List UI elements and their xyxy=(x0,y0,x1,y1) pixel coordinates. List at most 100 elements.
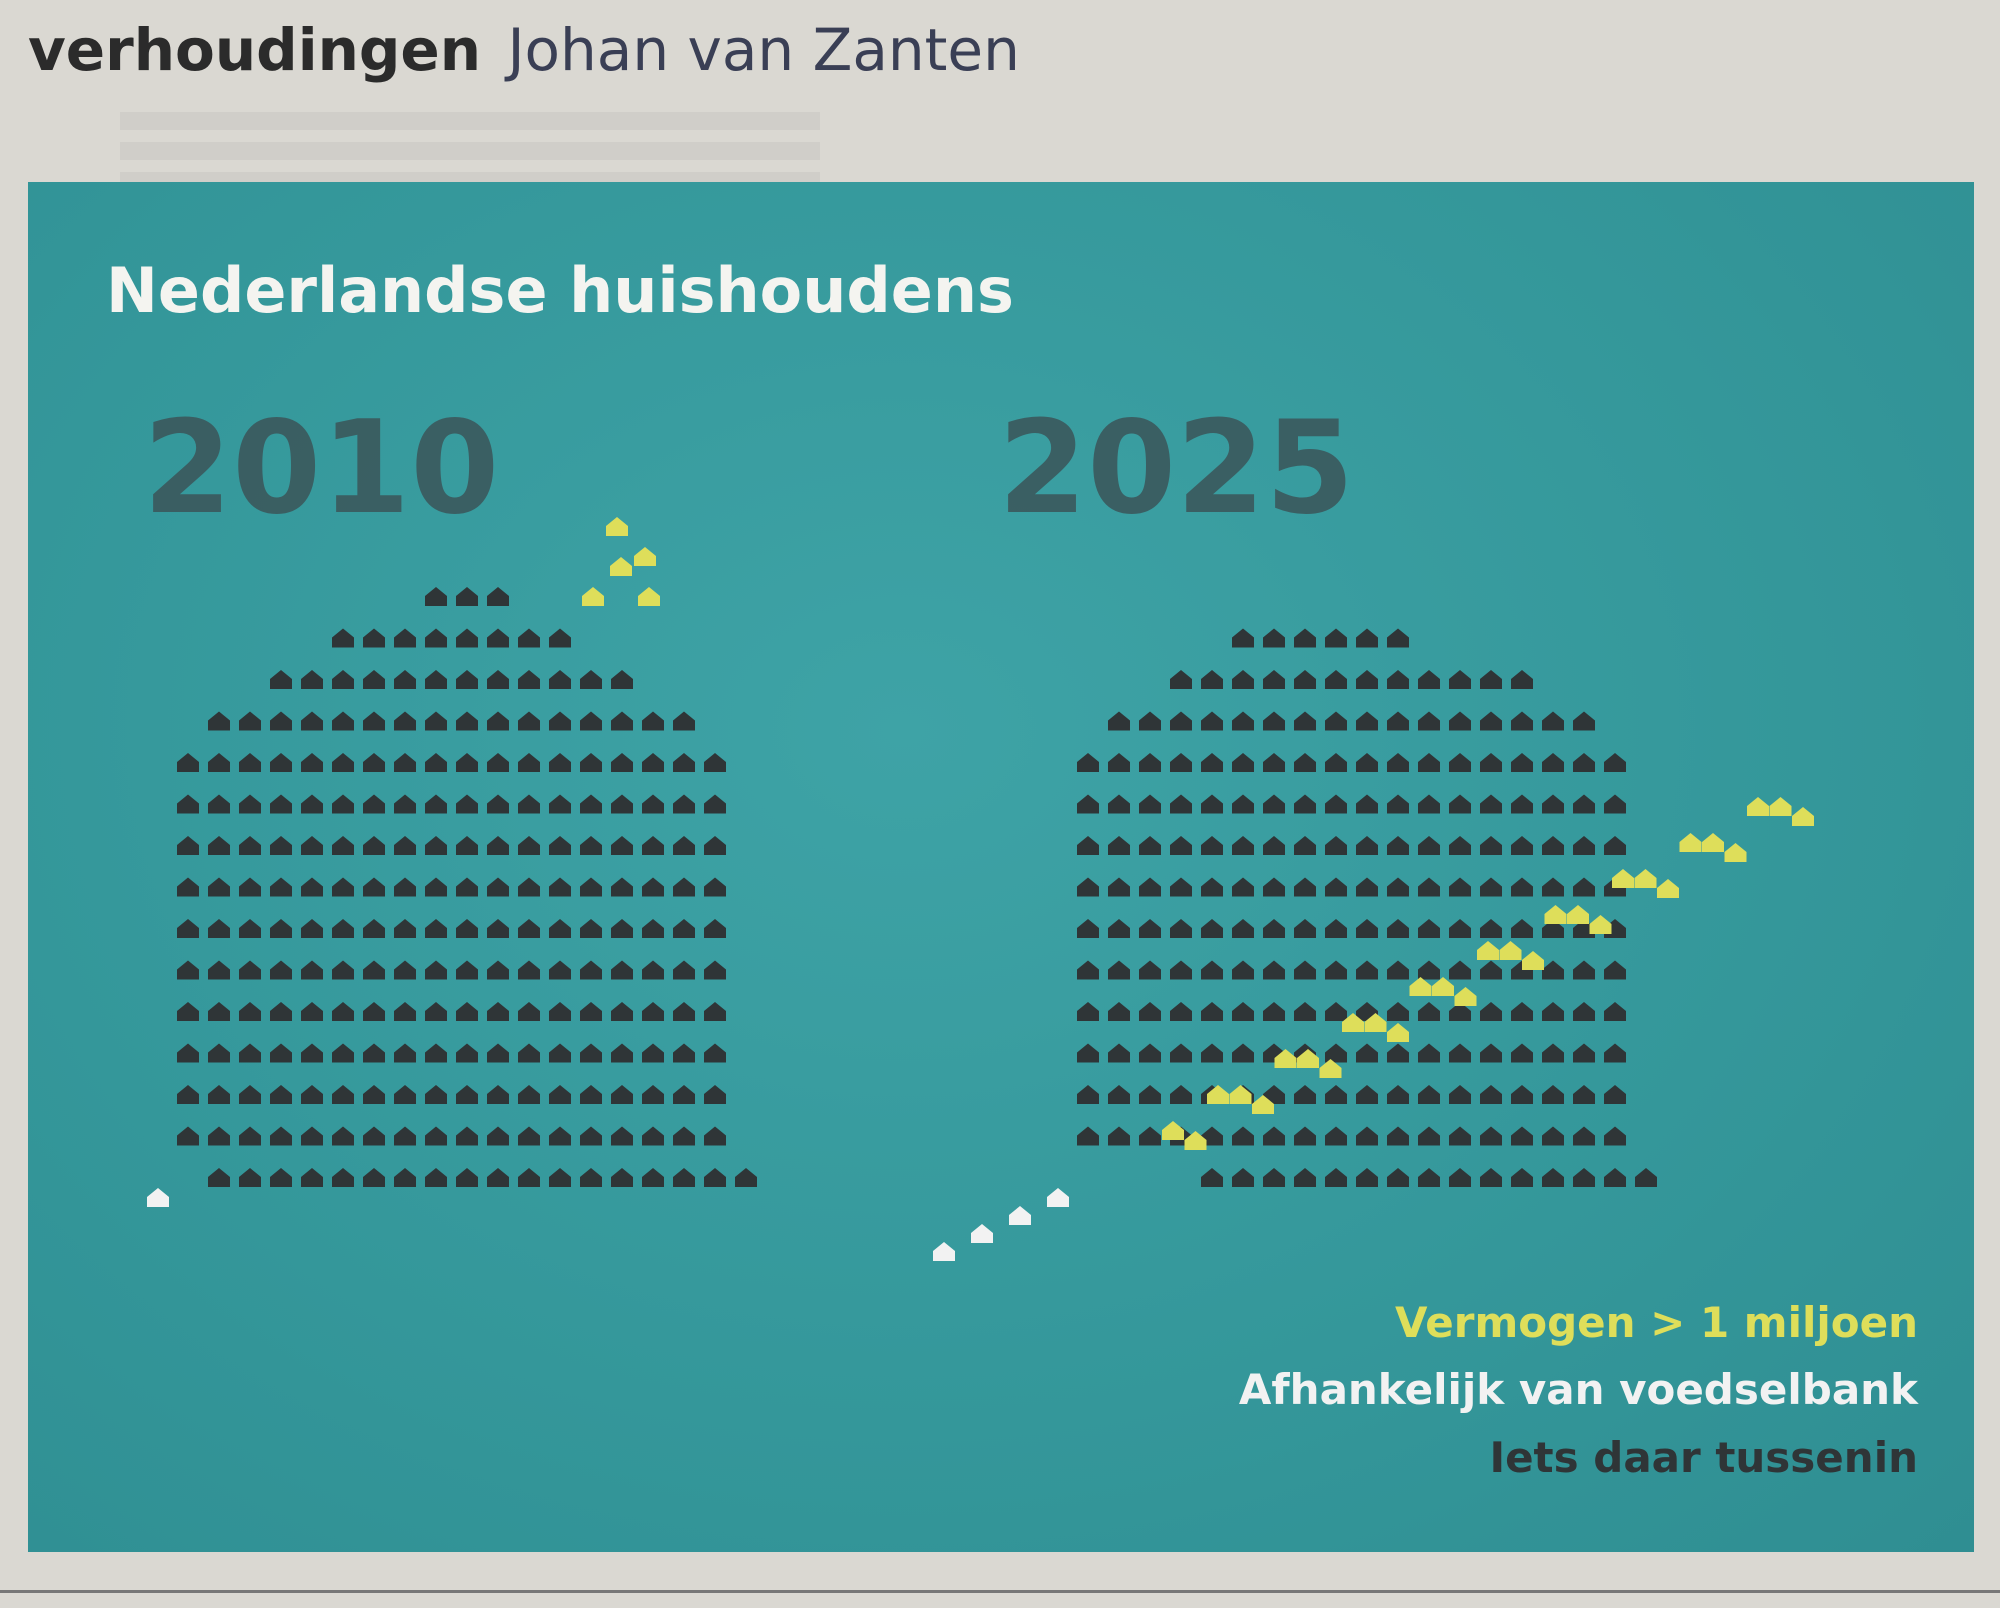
middle-household-icon xyxy=(673,1043,695,1063)
middle-household-icon xyxy=(487,919,509,938)
millionaire-household-icon xyxy=(1657,879,1679,898)
middle-household-icon xyxy=(642,836,664,855)
middle-household-icon xyxy=(518,711,540,731)
middle-household-icon xyxy=(580,877,602,897)
millionaire-household-icon xyxy=(1162,1121,1184,1140)
middle-household-icon xyxy=(673,919,695,938)
middle-household-icon xyxy=(487,670,509,689)
middle-household-icon xyxy=(1542,794,1564,814)
millionaire-household-icon xyxy=(1567,905,1589,924)
middle-household-icon xyxy=(1449,1002,1471,1021)
middle-household-icon xyxy=(673,711,695,731)
middle-household-icon xyxy=(270,1085,292,1104)
middle-household-icon xyxy=(1139,877,1161,897)
millionaire-household-icon xyxy=(1184,1131,1207,1150)
middle-household-icon xyxy=(1511,1168,1533,1187)
middle-household-icon xyxy=(1232,1126,1254,1146)
middle-household-icon xyxy=(301,1126,323,1146)
middle-household-icon xyxy=(270,711,292,731)
middle-household-icon xyxy=(1418,1002,1440,1021)
millionaire-household-icon xyxy=(1297,1049,1319,1068)
middle-household-icon xyxy=(1573,1126,1595,1146)
middle-household-icon xyxy=(487,1168,509,1187)
middle-household-icon xyxy=(1480,877,1502,897)
pictogram-chart: Nederlandse huishoudens 2010 2025 Vermog… xyxy=(106,254,1919,1482)
middle-household-icon xyxy=(642,794,664,814)
middle-household-icon xyxy=(208,1168,230,1187)
middle-household-icon xyxy=(363,919,385,938)
middle-household-icon xyxy=(270,1126,292,1146)
middle-household-icon xyxy=(673,753,695,772)
middle-household-icon xyxy=(363,753,385,772)
middle-household-icon xyxy=(1418,753,1440,772)
middle-household-icon xyxy=(1604,753,1626,772)
middle-household-icon xyxy=(456,1126,478,1146)
middle-household-icon xyxy=(1604,1168,1626,1187)
middle-household-icon xyxy=(1325,794,1347,814)
middle-household-icon xyxy=(1170,670,1192,689)
middle-household-icon xyxy=(1542,711,1564,731)
middle-household-icon xyxy=(1449,1085,1471,1104)
middle-household-icon xyxy=(611,1085,633,1104)
middle-household-icon xyxy=(1387,711,1409,731)
middle-household-icon xyxy=(1232,628,1254,648)
middle-household-icon xyxy=(1294,877,1316,897)
middle-household-icon xyxy=(1449,670,1471,689)
middle-household-icon xyxy=(1077,1002,1099,1021)
middle-household-icon xyxy=(177,753,199,772)
middle-household-icon xyxy=(394,1126,416,1146)
middle-household-icon xyxy=(425,587,447,606)
middle-household-icon xyxy=(549,794,571,814)
legend-rich: Vermogen > 1 miljoen xyxy=(1395,1298,1918,1347)
middle-household-icon xyxy=(270,794,292,814)
middle-household-icon xyxy=(1232,960,1254,980)
middle-household-icon xyxy=(1449,794,1471,814)
middle-household-icon xyxy=(1480,1168,1502,1187)
middle-household-icon xyxy=(642,1085,664,1104)
middle-household-icon xyxy=(425,877,447,897)
middle-household-icon xyxy=(301,711,323,731)
middle-household-icon xyxy=(425,1168,447,1187)
middle-household-icon xyxy=(301,877,323,897)
millionaire-household-icon xyxy=(582,587,604,606)
middle-household-icon xyxy=(704,919,726,938)
middle-household-icon xyxy=(177,960,199,980)
millionaire-household-icon xyxy=(1702,833,1724,852)
millionaire-household-icon xyxy=(606,517,628,536)
middle-household-icon xyxy=(363,1168,385,1187)
middle-household-icon xyxy=(1480,960,1502,980)
middle-household-icon xyxy=(1542,877,1564,897)
middle-household-icon xyxy=(1387,753,1409,772)
middle-household-icon xyxy=(1418,960,1440,980)
middle-household-icon xyxy=(611,1043,633,1063)
middle-household-icon xyxy=(456,919,478,938)
middle-household-icon xyxy=(673,1085,695,1104)
middle-household-icon xyxy=(487,1043,509,1063)
middle-household-icon xyxy=(332,960,354,980)
middle-household-icon xyxy=(673,1126,695,1146)
middle-household-icon xyxy=(1108,1043,1130,1063)
house-group-2025 xyxy=(933,628,1814,1261)
middle-household-icon xyxy=(487,753,509,772)
middle-household-icon xyxy=(611,1168,633,1187)
millionaire-household-icon xyxy=(634,547,656,566)
middle-household-icon xyxy=(239,794,261,814)
middle-household-icon xyxy=(580,794,602,814)
middle-household-icon xyxy=(363,1043,385,1063)
middle-household-icon xyxy=(1542,1085,1564,1104)
middle-household-icon xyxy=(1449,1126,1471,1146)
middle-household-icon xyxy=(1263,836,1285,855)
middle-household-icon xyxy=(394,1085,416,1104)
middle-household-icon xyxy=(425,960,447,980)
middle-household-icon xyxy=(394,1168,416,1187)
middle-household-icon xyxy=(1294,711,1316,731)
middle-household-icon xyxy=(1077,836,1099,855)
middle-household-icon xyxy=(1418,794,1440,814)
middle-household-icon xyxy=(332,670,354,689)
middle-household-icon xyxy=(1418,1043,1440,1063)
middle-household-icon xyxy=(332,1002,354,1021)
middle-household-icon xyxy=(642,1168,664,1187)
millionaire-household-icon xyxy=(1229,1085,1252,1104)
middle-household-icon xyxy=(1325,877,1347,897)
foodbank-household-icon xyxy=(1009,1206,1031,1225)
